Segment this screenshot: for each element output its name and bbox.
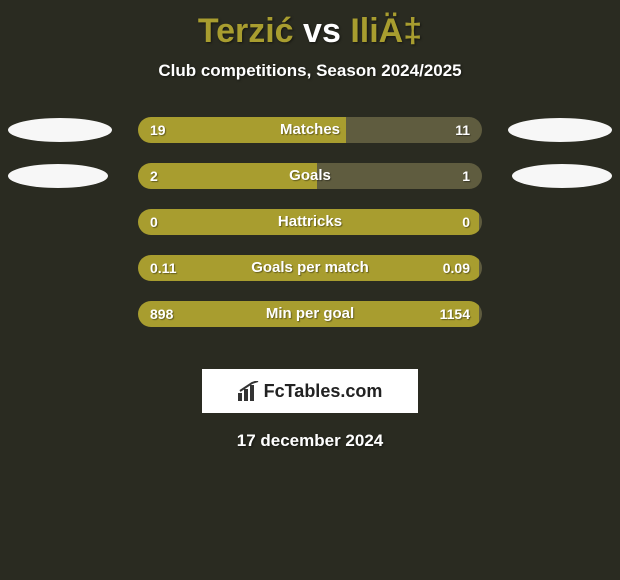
bar-container: 1911Matches: [138, 117, 482, 143]
logo: FcTables.com: [238, 381, 383, 402]
stat-row: 00Hattricks: [0, 209, 620, 255]
shadow-left: [8, 118, 112, 142]
shadow-right: [512, 164, 612, 188]
logo-text: FcTables.com: [264, 381, 383, 402]
stat-label: Goals: [138, 163, 482, 189]
shadow-left: [8, 164, 108, 188]
stat-label: Hattricks: [138, 209, 482, 235]
subtitle: Club competitions, Season 2024/2025: [0, 61, 620, 81]
chart-icon: [238, 381, 260, 401]
player2-name: IliÄ‡: [350, 12, 422, 50]
bar-container: 21Goals: [138, 163, 482, 189]
vs-text: vs: [303, 12, 341, 50]
player1-name: Terzić: [198, 12, 294, 50]
bar-container: 0.110.09Goals per match: [138, 255, 482, 281]
shadow-right: [508, 118, 612, 142]
stat-row: 1911Matches: [0, 117, 620, 163]
stat-label: Matches: [138, 117, 482, 143]
stats-rows: 1911Matches 21Goals 00Hattricks 0.110.09Goa…: [0, 117, 620, 347]
stat-label: Goals per match: [138, 255, 482, 281]
stat-row: 8981154Min per goal: [0, 301, 620, 347]
logo-box: FcTables.com: [202, 369, 418, 413]
stat-row: 0.110.09Goals per match: [0, 255, 620, 301]
stat-row: 21Goals: [0, 163, 620, 209]
bar-container: 8981154Min per goal: [138, 301, 482, 327]
page-title: Terzić vs IliÄ‡: [0, 0, 620, 51]
stat-label: Min per goal: [138, 301, 482, 327]
bar-container: 00Hattricks: [138, 209, 482, 235]
date: 17 december 2024: [0, 431, 620, 451]
